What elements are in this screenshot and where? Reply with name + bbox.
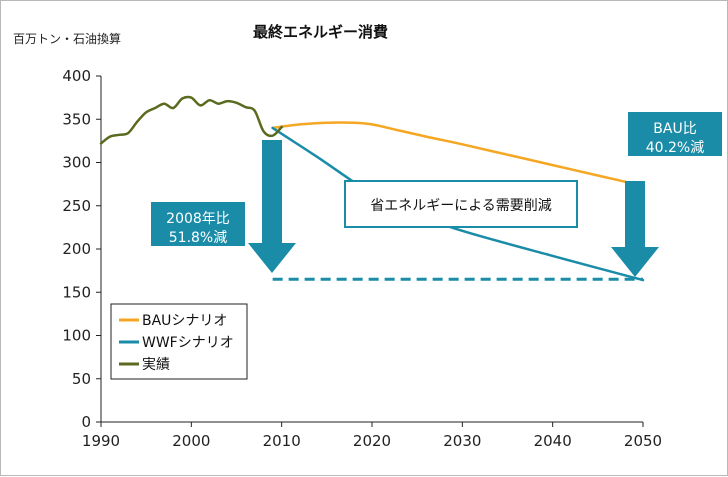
left-callout-line: 51.8%減 bbox=[169, 229, 227, 246]
x-tick-label: 2030 bbox=[443, 432, 481, 450]
right-callout: BAU比 40.2%減 bbox=[628, 112, 722, 156]
y-tick-label: 50 bbox=[72, 370, 91, 388]
x-tick-labels: 1990 2000 2010 2020 2030 2040 2050 bbox=[82, 422, 662, 450]
chart-title: 最終エネルギー消費 bbox=[253, 23, 388, 41]
right-callout-line: BAU比 bbox=[653, 121, 696, 137]
x-tick-label: 2040 bbox=[534, 432, 572, 450]
right-callout-box bbox=[628, 112, 722, 156]
y-tick-labels: 0 50 100 150 200 250 300 350 400 bbox=[62, 67, 101, 431]
left-callout-line: 2008年比 bbox=[166, 211, 230, 227]
legend-item-wwf-label: WWFシナリオ bbox=[142, 335, 234, 351]
actual-line bbox=[99, 95, 283, 145]
y-tick-label: 150 bbox=[62, 283, 91, 301]
y-axis-unit-label: 百万トン・石油換算 bbox=[13, 31, 121, 46]
legend-item-actual-label: 実績 bbox=[142, 357, 170, 373]
x-tick-label: 1990 bbox=[82, 432, 120, 450]
x-tick-label: 2020 bbox=[353, 432, 391, 450]
y-tick-label: 0 bbox=[81, 413, 91, 431]
legend-item-bau-label: BAUシナリオ bbox=[142, 313, 227, 329]
savings-note: 省エネルギーによる需要削減 bbox=[344, 180, 578, 228]
x-tick-label: 2010 bbox=[263, 432, 301, 450]
left-callout: 2008年比 51.8%減 bbox=[151, 202, 245, 246]
y-tick-label: 100 bbox=[62, 327, 91, 345]
y-tick-label: 400 bbox=[62, 67, 91, 85]
savings-note-box bbox=[344, 180, 578, 228]
y-tick-label: 250 bbox=[62, 197, 91, 215]
bau-scenario-line bbox=[271, 121, 645, 188]
y-tick-label: 350 bbox=[62, 110, 91, 128]
x-tick-label: 2050 bbox=[624, 432, 662, 450]
left-reduction-arrow bbox=[248, 140, 296, 273]
savings-note-text: 省エネルギーによる需要削減 bbox=[370, 197, 552, 214]
left-callout-box bbox=[151, 202, 245, 246]
y-tick-label: 200 bbox=[62, 240, 91, 258]
y-tick-label: 300 bbox=[62, 154, 91, 172]
x-tick-label: 2000 bbox=[172, 432, 210, 450]
right-callout-line: 40.2%減 bbox=[646, 139, 704, 156]
right-reduction-arrow bbox=[611, 181, 659, 277]
